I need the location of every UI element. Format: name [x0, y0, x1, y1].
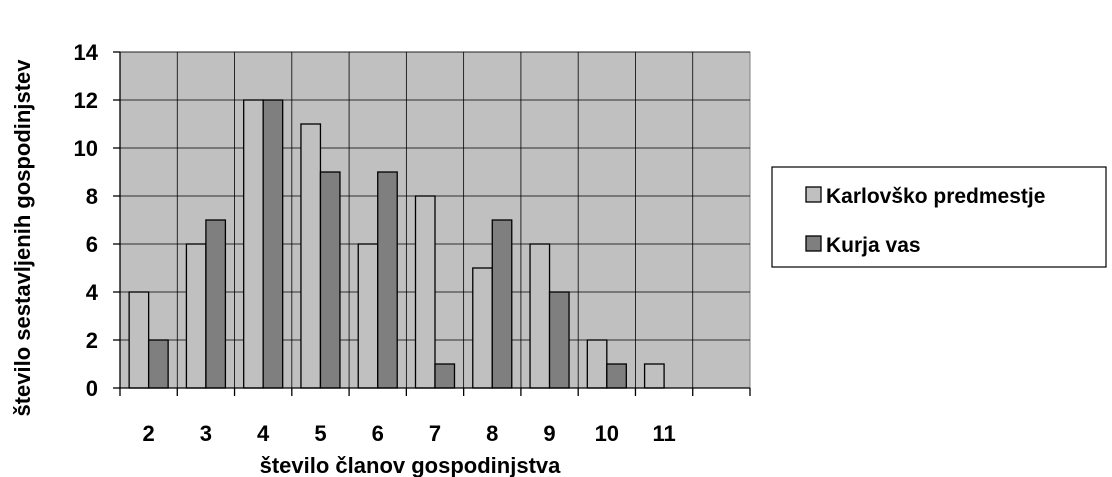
y-tick-label: 2	[86, 328, 98, 353]
bar-karlovsko-10	[586, 339, 608, 389]
x-tick-label: 6	[372, 421, 384, 446]
bar-karlovsko-5	[300, 123, 322, 389]
x-axis-title: število članov gospodinjstva	[260, 453, 562, 477]
bar-kurja-vas-8	[491, 219, 513, 389]
x-tick-label: 8	[486, 421, 498, 446]
bar-kurja-vas-9	[548, 291, 570, 389]
bar-karlovsko-8	[472, 267, 493, 389]
bar-kurja-vas-4	[262, 99, 284, 389]
x-tick-label: 7	[429, 421, 441, 446]
bar-karlovsko-4	[243, 99, 264, 389]
legend-box	[771, 166, 1107, 268]
bar-kurja-vas-2	[147, 339, 169, 389]
bar-kurja-vas-5	[319, 171, 341, 389]
y-tick-label: 14	[74, 40, 99, 65]
legend: Karlovško predmestje Kurja vas	[771, 166, 1107, 268]
x-tick-label: 10	[595, 421, 619, 446]
y-tick-label: 0	[86, 376, 98, 401]
legend-label-karlovsko: Karlovško predmestje	[826, 185, 1045, 208]
y-tick-label: 4	[86, 280, 99, 305]
y-tick-label: 8	[86, 184, 98, 209]
bar-kurja-vas-7	[434, 363, 456, 389]
y-tick-label: 6	[86, 232, 98, 257]
bar-karlovsko-11	[643, 363, 665, 389]
bar-kurja-vas-6	[377, 171, 398, 389]
y-tick-labels: 0 2 4 6 8 10 12 14	[74, 40, 99, 401]
bars	[128, 99, 665, 389]
legend-swatch-kurja-vas	[805, 235, 822, 252]
x-tick-label: 5	[314, 421, 326, 446]
bar-karlovsko-7	[414, 195, 436, 389]
bar-karlovsko-3	[185, 243, 207, 389]
x-tick-labels: 2 3 4 5 6 7 8 9 10 11	[143, 421, 676, 446]
y-axis-title: število sestavljenih gospodinjstev	[10, 59, 35, 417]
bar-kurja-vas-3	[205, 219, 227, 389]
bar-kurja-vas-10	[606, 363, 627, 389]
x-tick-label: 2	[143, 421, 155, 446]
x-tick-label: 9	[543, 421, 555, 446]
y-tick-label: 10	[74, 136, 98, 161]
x-tick-label: 4	[257, 421, 270, 446]
x-tick-label: 3	[200, 421, 212, 446]
y-tick-label: 12	[74, 88, 98, 113]
legend-label-kurja-vas: Kurja vas	[826, 234, 921, 257]
axes	[113, 51, 751, 396]
bar-karlovsko-6	[357, 243, 379, 389]
x-tick-label: 11	[652, 421, 675, 446]
legend-swatch-karlovsko	[805, 186, 822, 203]
bar-karlovsko-2	[128, 291, 150, 389]
bar-karlovsko-9	[529, 243, 551, 389]
